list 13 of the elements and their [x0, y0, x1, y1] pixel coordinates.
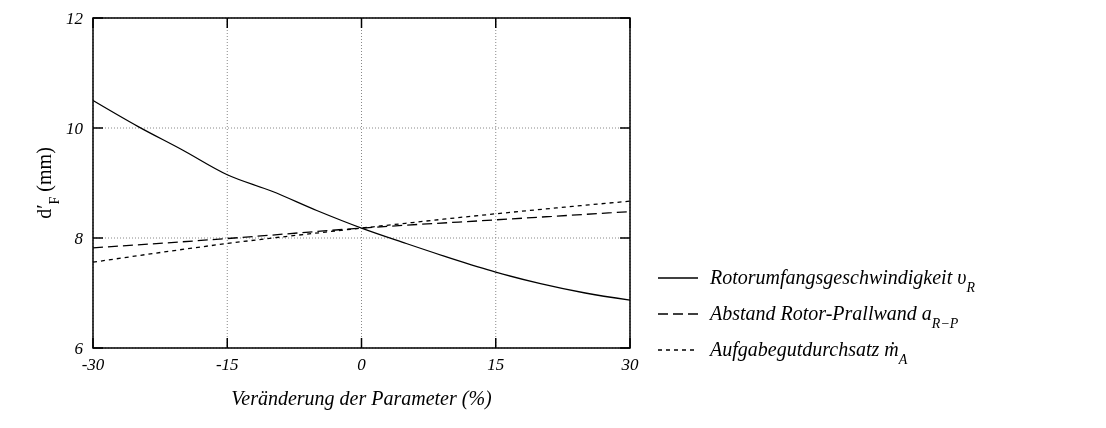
y-tick-label: 6: [74, 339, 84, 358]
x-tick-label: 15: [487, 355, 505, 374]
legend-label: Abstand Rotor-Prallwand a$_{R−P}$: [708, 302, 959, 331]
x-tick-label: 30: [620, 355, 639, 374]
x-axis-title: Veränderung der Parameter (%): [231, 387, 493, 410]
legend-label: Aufgabegutdurchsatz ṁ$_{A}$: [708, 338, 908, 367]
y-tick-label: 12: [66, 9, 84, 28]
x-tick-label: -15: [215, 355, 239, 374]
x-tick-label: 0: [357, 355, 367, 374]
legend-label: Rotorumfangsgeschwindigkeit υ$_{R}$: [709, 266, 976, 295]
y-tick-label: 8: [74, 229, 84, 248]
x-tick-label: -30: [81, 355, 105, 374]
y-tick-label: 10: [66, 119, 84, 138]
